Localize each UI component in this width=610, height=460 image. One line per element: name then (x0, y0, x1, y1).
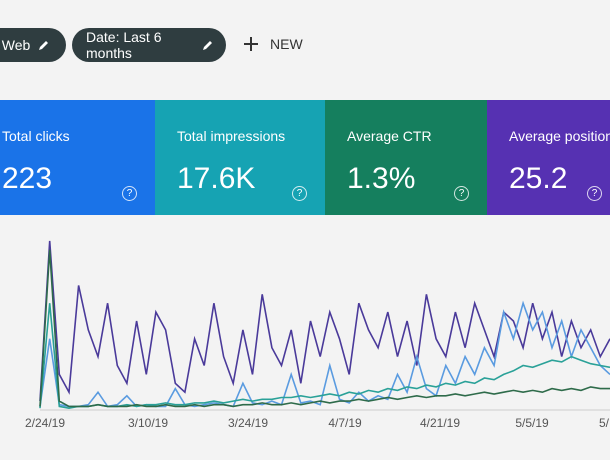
x-tick-label: 4/21/19 (420, 416, 460, 430)
x-tick-label: 2/24/19 (25, 416, 65, 430)
metric-card[interactable]: Average CTR 1.3%? (325, 100, 487, 215)
chip-label: : Web (0, 37, 31, 53)
card-label: Total impressions (177, 128, 286, 144)
new-label: NEW (270, 36, 303, 52)
edit-icon (39, 41, 49, 50)
help-icon: ? (292, 186, 307, 201)
card-value: 223 (2, 162, 53, 195)
card-value: 1.3% (347, 162, 416, 195)
metric-card[interactable]: Average position 25.2? (487, 100, 610, 215)
card-value: 25.2 (509, 162, 568, 195)
performance-chart: 2/24/19 3/10/19 3/24/19 4/7/19 4/21/19 5/5/19… (25, 240, 610, 430)
x-tick-label: 5/ (599, 416, 610, 430)
help-icon: ? (587, 186, 602, 201)
card-label: Average CTR (347, 128, 432, 144)
help-icon: ? (454, 186, 469, 201)
chip-label: Date: Last 6 months (86, 29, 162, 61)
metric-card[interactable]: Total impressions 17.6K? (155, 100, 325, 215)
new-button[interactable]: NEW (244, 36, 303, 52)
filter-chip[interactable]: : Web (0, 28, 66, 62)
series-line (39, 300, 610, 408)
metric-card[interactable]: Total clicks 223? (0, 100, 155, 215)
x-tick-label: 3/10/19 (128, 416, 168, 430)
filter-chip[interactable]: Date: Last 6 months (72, 28, 226, 62)
edit-icon (202, 41, 212, 50)
series-line (39, 240, 610, 402)
series-line (39, 249, 610, 408)
help-icon: ? (122, 186, 137, 201)
card-label: Average position (509, 128, 610, 144)
x-tick-label: 5/5/19 (515, 416, 549, 430)
card-label: Total clicks (2, 128, 70, 144)
card-value: 17.6K (177, 162, 256, 195)
plus-icon (244, 37, 258, 51)
x-tick-label: 4/7/19 (328, 416, 362, 430)
series-line (39, 303, 610, 410)
x-tick-label: 3/24/19 (228, 416, 268, 430)
